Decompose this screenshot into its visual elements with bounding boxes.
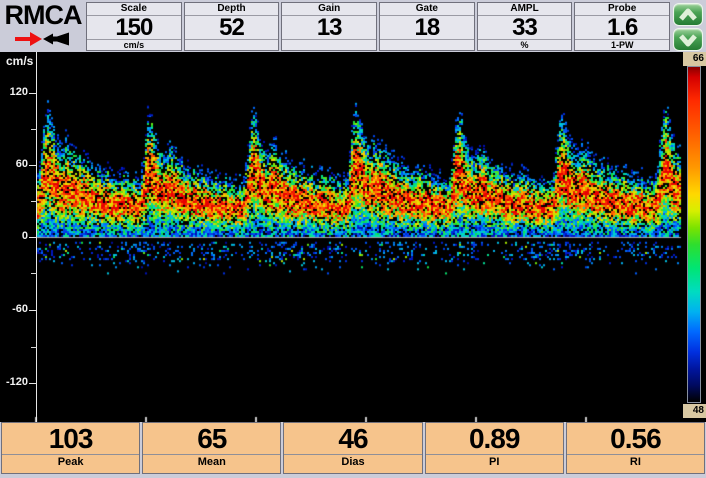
chevron-down-icon [675, 31, 701, 49]
result-value: 65 [197, 423, 227, 454]
y-tick-minor [31, 129, 37, 130]
y-tick-60 [29, 165, 37, 166]
y-tick-120 [29, 93, 37, 94]
scroll-buttons [673, 3, 704, 51]
param-box-depth[interactable]: Depth 52 [183, 2, 280, 51]
y-label-120: 120 [9, 86, 28, 98]
y-label-n60: -60 [12, 303, 28, 315]
param-value: 150 [115, 14, 153, 41]
result-cell-peak: 103 Peak [1, 422, 141, 474]
param-unit [184, 39, 279, 50]
param-label: Gate [380, 3, 474, 16]
result-label: Mean [143, 454, 281, 470]
flow-direction-arrow-icon [15, 32, 42, 51]
param-label: Gain [282, 3, 377, 16]
spectrogram-canvas [0, 52, 706, 422]
param-value: 52 [219, 14, 245, 41]
param-box-probe[interactable]: Probe 1.6 1-PW [574, 2, 671, 51]
y-tick-minor [31, 347, 37, 348]
param-value: 1.6 [607, 14, 638, 41]
y-tick-minor [31, 201, 37, 202]
y-tick-minor [31, 273, 37, 274]
param-unit [282, 39, 377, 50]
param-label: AMPL [477, 3, 572, 16]
scroll-down-button[interactable] [673, 28, 703, 51]
flow-direction-indicator [0, 31, 86, 52]
y-tick-0 [29, 237, 37, 238]
param-value: 13 [316, 14, 343, 41]
colorbar-gradient [687, 66, 701, 403]
colorbar-max-label: 66 [683, 52, 706, 66]
param-value: 33 [512, 14, 538, 41]
y-axis-unit-label: cm/s [6, 54, 34, 68]
result-cell-dias: 46 Dias [283, 422, 423, 474]
chevron-up-icon [675, 6, 701, 24]
vessel-selector[interactable]: RMCA [0, 0, 86, 52]
probe-icon [43, 31, 71, 52]
intensity-colorbar: 66 48 [683, 52, 706, 422]
result-cell-mean: 65 Mean [142, 422, 282, 474]
result-label: PI [425, 454, 563, 470]
param-box-scale[interactable]: Scale 150 cm/s [86, 2, 182, 51]
result-label: Peak [2, 454, 140, 470]
scroll-up-button[interactable] [673, 3, 703, 26]
colorbar-min-label: 48 [683, 404, 706, 418]
param-unit: 1-PW [575, 39, 670, 50]
header-bar: RMCA Scale 150 cm/s Depth 52 [0, 0, 706, 52]
param-label: Depth [184, 3, 279, 16]
spectrogram-panel: cm/s 120 60 0 -60 -120 66 48 [0, 52, 706, 422]
result-value: 46 [338, 423, 368, 454]
param-box-ampl[interactable]: AMPL 33 % [476, 2, 573, 51]
param-box-gain[interactable]: Gain 13 [281, 2, 378, 51]
y-tick-n120 [29, 383, 37, 384]
param-unit: cm/s [87, 39, 181, 50]
param-label: Probe [575, 3, 670, 16]
y-label-60: 60 [15, 158, 28, 170]
result-cell-ri: 0.56 RI [565, 422, 706, 474]
y-label-0: 0 [21, 230, 28, 242]
result-label: Dias [284, 454, 422, 470]
param-label: Scale [87, 3, 181, 16]
result-value: 0.56 [610, 423, 662, 454]
param-value: 18 [414, 14, 441, 41]
result-value: 0.89 [468, 423, 521, 454]
param-box-gate[interactable]: Gate 18 [379, 2, 475, 51]
result-value: 103 [48, 423, 94, 454]
y-tick-n60 [29, 310, 37, 311]
result-label: RI [566, 454, 705, 470]
y-label-n120: -120 [5, 376, 28, 388]
parameter-strip: Scale 150 cm/s Depth 52 Gain 13 Gate 18 … [86, 2, 671, 51]
param-unit [380, 39, 474, 50]
param-unit: % [477, 39, 572, 50]
result-cell-pi: 0.89 PI [424, 422, 564, 474]
vessel-label: RMCA [4, 0, 83, 30]
results-bar: 103 Peak 65 Mean 46 Dias 0.89 PI 0.56 RI [1, 422, 706, 474]
